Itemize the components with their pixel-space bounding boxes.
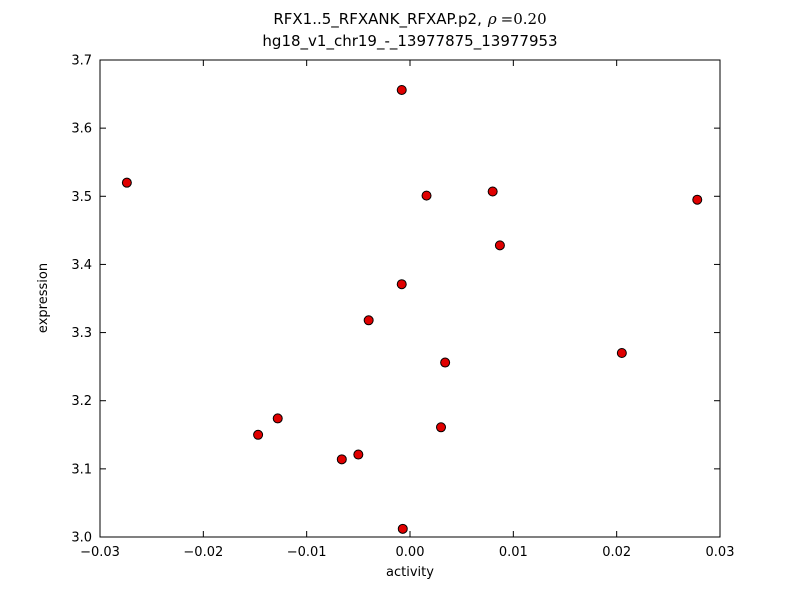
chart-title-prefix: RFX1..5_RFXANK_RFXAP.p2, bbox=[273, 10, 482, 29]
y-tick-label: 3.7 bbox=[71, 54, 92, 69]
data-point bbox=[440, 357, 451, 368]
data-point bbox=[397, 523, 408, 534]
y-tick-label: 3.3 bbox=[71, 326, 92, 341]
data-point bbox=[272, 413, 283, 424]
data-point bbox=[692, 194, 703, 205]
data-point bbox=[253, 429, 264, 440]
rho-symbol: ρ bbox=[487, 10, 497, 28]
chart-title-line1: RFX1..5_RFXANK_RFXAP.p2, ρ =0.20 bbox=[273, 10, 546, 29]
data-point bbox=[336, 454, 347, 465]
data-point bbox=[421, 190, 432, 201]
y-tick-label: 3.4 bbox=[71, 258, 92, 273]
x-tick-label: 0.01 bbox=[499, 545, 528, 560]
axis-ticks: −0.03 −0.02 −0.01 0.00 0.01 0.02 0.03 3.0 3.1 3.2… bbox=[71, 54, 734, 561]
data-point bbox=[436, 422, 446, 433]
chart-title-line2: hg18_v1_chr19_-_13977875_13977953 bbox=[262, 32, 557, 51]
data-point bbox=[363, 315, 374, 326]
data-point bbox=[121, 177, 132, 188]
y-axis-label: expression bbox=[36, 263, 51, 333]
x-tick-label: −0.02 bbox=[183, 545, 223, 560]
data-point bbox=[396, 279, 407, 290]
x-tick-label: 0.02 bbox=[602, 545, 631, 560]
x-tick-label: 0.03 bbox=[706, 545, 735, 560]
data-point bbox=[616, 348, 627, 359]
data-point bbox=[396, 84, 407, 95]
x-tick-label: −0.01 bbox=[287, 545, 327, 560]
x-axis-label: activity bbox=[386, 565, 434, 580]
plot-area-border bbox=[99, 59, 721, 538]
data-point bbox=[353, 449, 364, 460]
y-tick-label: 3.5 bbox=[71, 190, 92, 205]
x-tick-label: −0.03 bbox=[80, 545, 120, 560]
y-tick-label: 3.1 bbox=[71, 462, 92, 477]
y-tick-label: 3.6 bbox=[71, 122, 92, 137]
rho-value: =0.20 bbox=[501, 10, 547, 28]
y-tick-label: 3.0 bbox=[71, 531, 92, 546]
data-point bbox=[487, 186, 498, 197]
data-point bbox=[494, 240, 505, 251]
x-tick-label: 0.00 bbox=[396, 545, 425, 560]
y-tick-label: 3.2 bbox=[71, 394, 92, 409]
data-points bbox=[121, 84, 703, 534]
